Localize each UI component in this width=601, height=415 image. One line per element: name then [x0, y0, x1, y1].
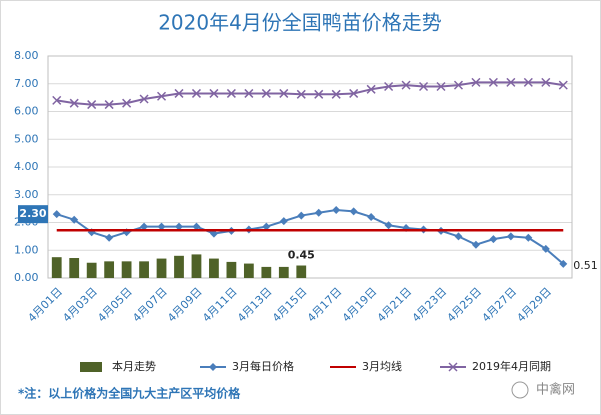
bar [86, 262, 97, 278]
point [157, 91, 167, 101]
point [261, 88, 271, 98]
bar [226, 261, 237, 278]
point [471, 240, 480, 249]
bar [121, 261, 132, 278]
point [314, 208, 323, 217]
bar [139, 261, 149, 278]
bar [209, 258, 219, 278]
bar [104, 261, 115, 278]
data-label: 0.51 [573, 259, 598, 272]
line [56, 81, 564, 106]
point [489, 235, 498, 244]
point [226, 88, 236, 98]
legend-label: 3月每日价格 [232, 359, 294, 373]
point [192, 222, 201, 231]
point [209, 363, 217, 371]
point [209, 229, 218, 238]
point [349, 88, 359, 98]
point [139, 94, 149, 104]
point [454, 232, 463, 241]
bar [278, 266, 289, 278]
point [471, 77, 481, 87]
point [448, 362, 458, 372]
y-tick-label: 8.00 [14, 49, 39, 62]
watermark-icon [511, 381, 529, 399]
bar [191, 254, 202, 278]
watermark: 中禽网 [536, 382, 575, 398]
point [419, 81, 429, 92]
point [87, 100, 97, 110]
point [244, 88, 254, 98]
bar [243, 263, 254, 278]
point [349, 207, 358, 216]
legend-label: 本月走势 [112, 359, 156, 373]
point [191, 88, 201, 98]
point [453, 80, 463, 90]
point [384, 221, 393, 230]
point [506, 77, 516, 87]
point [331, 89, 341, 99]
point [506, 232, 515, 241]
bar [156, 258, 167, 278]
point [157, 222, 166, 231]
point [314, 89, 324, 99]
point [70, 215, 79, 224]
point [558, 80, 568, 90]
data-label: 2.30 [19, 207, 46, 220]
point [297, 211, 306, 220]
point [541, 244, 550, 253]
point [523, 77, 533, 87]
legend-label: 2019年4月同期 [472, 359, 551, 373]
y-tick-label: 6.00 [14, 105, 39, 118]
point [366, 84, 376, 94]
point [401, 80, 411, 90]
point [279, 88, 289, 98]
point [175, 222, 183, 231]
point [174, 88, 184, 98]
legend-label: 3月均线 [362, 359, 402, 373]
y-tick-label: 5.00 [14, 132, 39, 145]
y-tick-label: 4.00 [14, 160, 39, 173]
point [69, 98, 79, 108]
data-label: 0.45 [288, 249, 315, 262]
point [384, 81, 394, 92]
point [52, 210, 61, 219]
plot-border [47, 55, 573, 279]
point [104, 100, 114, 110]
point [52, 95, 62, 105]
point [436, 81, 446, 92]
bar [296, 265, 307, 278]
point [541, 77, 551, 87]
point [559, 259, 568, 268]
point [209, 88, 219, 98]
point [524, 233, 533, 242]
y-tick-label: 3.00 [14, 188, 39, 201]
y-tick-label: 1.00 [14, 243, 39, 256]
point [332, 206, 341, 215]
note: *注：以上价格为全国九大主产区平均价格 [18, 386, 241, 401]
bar [174, 255, 184, 278]
chart-title: 2020年4月份全国鸭苗价格走势 [158, 11, 442, 35]
point [122, 98, 132, 108]
legend-swatch [80, 362, 102, 372]
point [367, 212, 376, 221]
bar [51, 257, 62, 278]
bar [69, 258, 80, 278]
y-tick-label: 7.00 [14, 77, 39, 90]
point [488, 77, 498, 87]
y-tick-label: 0.00 [14, 271, 39, 284]
point [140, 222, 149, 231]
point [279, 217, 288, 226]
point [105, 233, 114, 242]
point [296, 89, 306, 99]
data-label-box [18, 205, 48, 224]
bar [261, 266, 272, 278]
point [262, 222, 271, 231]
